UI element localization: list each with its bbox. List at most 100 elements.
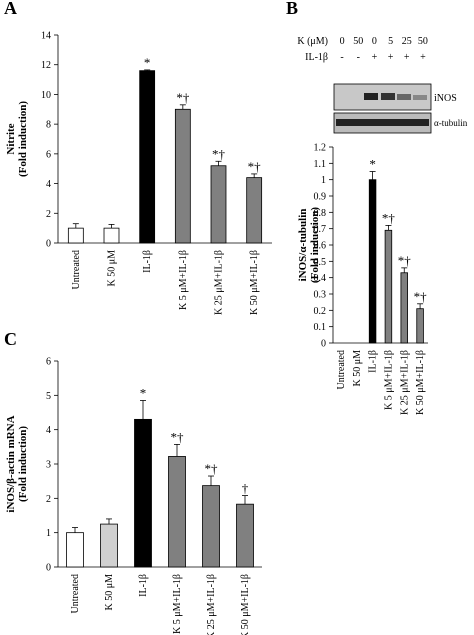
blot-stim: +	[372, 52, 378, 63]
y-tick-label: 12	[41, 60, 51, 71]
y-tick-label: 4	[46, 179, 51, 190]
band	[336, 119, 429, 126]
annotation: *	[369, 157, 376, 172]
bar	[168, 456, 186, 568]
y-tick-label: 8	[46, 120, 51, 131]
x-tick-label: IL-1β	[368, 350, 379, 373]
blot-stim: +	[420, 52, 426, 63]
bar	[103, 227, 120, 244]
y-tick-label: 0	[46, 563, 51, 574]
bar	[139, 70, 156, 244]
blot-band-label: α-tubulin	[434, 118, 468, 128]
y-tick-label: 0	[321, 339, 326, 350]
annotation: *†	[382, 210, 396, 225]
y-tick-label: 0.3	[314, 290, 327, 301]
bar	[66, 532, 84, 568]
bar	[236, 503, 254, 568]
x-tick-label: K 5 μM+IL-1β	[178, 250, 189, 310]
x-tick-label: IL-1β	[138, 574, 149, 597]
panel-label: C	[4, 329, 17, 349]
bar	[174, 108, 191, 244]
x-tick-label: K 50 μM	[107, 250, 118, 287]
blot-stim: -	[357, 52, 360, 63]
y-tick-label: 6	[46, 357, 51, 368]
y-tick-label: 1.1	[314, 159, 327, 170]
y-tick-label: 1	[321, 175, 326, 186]
blot-stim-label: IL-1β	[305, 52, 328, 63]
x-tick-label: K 50 μM	[104, 574, 115, 611]
x-tick-label: Untreated	[71, 250, 82, 289]
annotation: *†	[176, 90, 190, 105]
panel-label: A	[4, 0, 17, 18]
annotation: *	[144, 55, 151, 70]
annotation: *†	[171, 429, 185, 444]
x-tick-label: K 5 μM+IL-1β	[172, 574, 183, 634]
y-axis-title: (Fold induction)	[309, 207, 321, 283]
y-tick-label: 0.1	[314, 322, 327, 333]
blot-stim: +	[404, 52, 410, 63]
bar	[416, 308, 424, 344]
blot-dose: 25	[402, 36, 412, 47]
y-tick-label: 2	[46, 209, 51, 220]
blot-stim: -	[340, 52, 343, 63]
y-tick-label: 5	[46, 391, 51, 402]
panel-label: B	[286, 0, 298, 18]
bar	[246, 177, 263, 244]
x-tick-label: K 50 μM+IL-1β	[240, 574, 251, 635]
y-tick-label: 6	[46, 149, 51, 160]
y-tick-label: 0.2	[314, 306, 327, 317]
annotation: †	[242, 481, 249, 496]
y-tick-label: 0.6	[314, 241, 327, 252]
x-tick-label: K 50 μM+IL-1β	[415, 350, 426, 415]
x-tick-label: K 25 μM+IL-1β	[399, 350, 410, 415]
y-axis-title: (Fold induction)	[17, 426, 29, 502]
y-tick-label: 0.7	[314, 224, 327, 235]
y-axis-title: iNOS/β-actin mRNA	[5, 415, 17, 512]
band	[364, 93, 378, 100]
y-axis-title: Nitrite	[5, 123, 17, 154]
band	[413, 95, 427, 100]
x-tick-label: K 50 μM+IL-1β	[249, 250, 260, 315]
y-tick-label: 0.4	[314, 273, 327, 284]
x-tick-label: K 25 μM+IL-1β	[214, 250, 225, 315]
y-tick-label: 3	[46, 460, 51, 471]
y-tick-label: 10	[41, 90, 51, 101]
x-tick-label: IL-1β	[142, 250, 153, 273]
x-tick-label: K 25 μM+IL-1β	[206, 574, 217, 635]
blot-dose: 5	[388, 36, 393, 47]
annotation: *†	[398, 253, 412, 268]
x-tick-label: Untreated	[336, 350, 347, 389]
annotation: *†	[205, 461, 219, 476]
y-tick-label: 0	[46, 239, 51, 250]
bar	[134, 418, 152, 568]
bar	[384, 229, 393, 344]
bar	[368, 179, 377, 344]
bar	[400, 272, 408, 344]
blot-stim: +	[388, 52, 394, 63]
bar	[202, 485, 220, 568]
x-tick-label: K 5 μM+IL-1β	[383, 350, 394, 410]
y-tick-label: 4	[46, 425, 51, 436]
band	[397, 94, 411, 100]
y-tick-label: 14	[41, 31, 51, 42]
y-tick-label: 0.8	[314, 208, 327, 219]
annotation: *†	[414, 289, 428, 304]
x-tick-label: K 50 μM	[352, 350, 363, 387]
blot-dose: 50	[418, 36, 428, 47]
bar	[210, 165, 227, 244]
blot-dose: 50	[353, 36, 363, 47]
blot-dose: 0	[372, 36, 377, 47]
y-tick-label: 1.2	[314, 143, 327, 154]
y-axis-title: (Fold induction)	[17, 101, 29, 177]
annotation: *†	[212, 146, 226, 161]
y-tick-label: 0.9	[314, 192, 327, 203]
y-axis-title: iNOS/α-tubulin	[297, 209, 309, 282]
blot-image	[333, 83, 432, 134]
bar	[67, 227, 84, 244]
blot-dose-label: K (μM)	[297, 36, 328, 47]
annotation: *†	[248, 159, 262, 174]
bar	[100, 523, 118, 568]
band	[381, 93, 395, 100]
x-tick-label: Untreated	[70, 574, 81, 613]
